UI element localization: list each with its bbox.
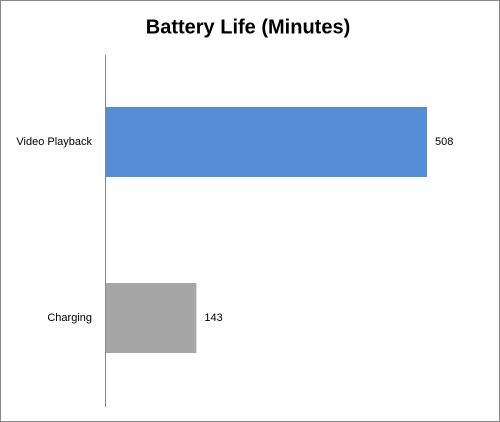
value-label: 508 [435, 136, 453, 148]
bar [106, 283, 197, 353]
y-tick-label: Charging [47, 312, 92, 324]
chart-title: Battery Life (Minutes) [146, 16, 350, 38]
bar [106, 107, 427, 177]
value-label: 143 [204, 312, 222, 324]
y-tick-label: Video Playback [16, 136, 92, 148]
